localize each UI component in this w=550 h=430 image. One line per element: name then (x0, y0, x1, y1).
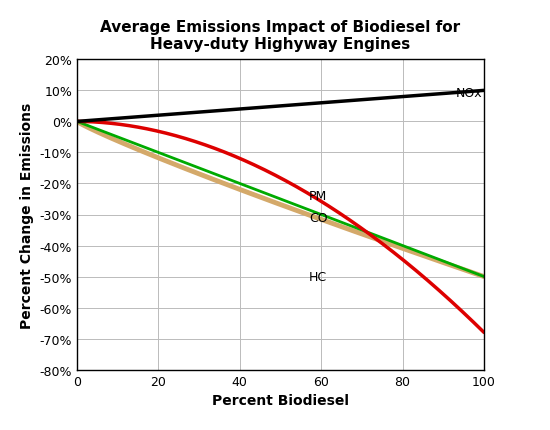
Text: HC: HC (309, 270, 327, 283)
Title: Average Emissions Impact of Biodiesel for
Heavy-duty Highyway Engines: Average Emissions Impact of Biodiesel fo… (101, 20, 460, 52)
Text: PM: PM (309, 190, 327, 203)
Text: NOx: NOx (455, 87, 482, 100)
Y-axis label: Percent Change in Emissions: Percent Change in Emissions (20, 102, 34, 328)
X-axis label: Percent Biodiesel: Percent Biodiesel (212, 393, 349, 407)
Text: CO: CO (309, 212, 328, 224)
